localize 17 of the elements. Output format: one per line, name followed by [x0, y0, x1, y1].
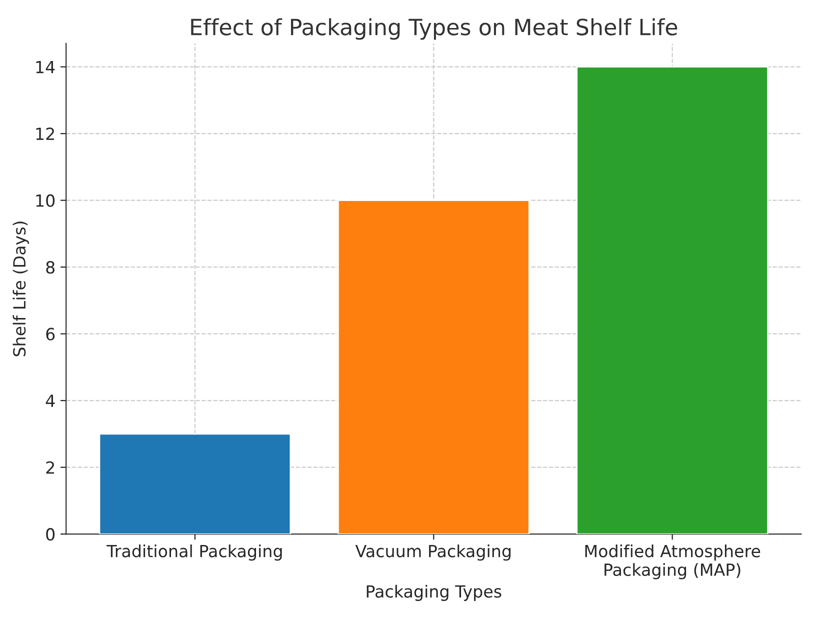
y-tick-label: 6 [46, 328, 55, 340]
y-tick-label: 2 [46, 461, 54, 474]
bar [337, 200, 530, 534]
x-tick-label: Modified Atmosphere Packaging (MAP) [585, 544, 760, 580]
y-axis-title: Shelf Life (Days) [12, 222, 29, 356]
x-axis-title: Packaging Types [366, 584, 502, 601]
y-tick-label: 4 [46, 394, 55, 407]
x-tick-label: Traditional Packaging [106, 544, 282, 561]
x-tick-label: Vacuum Packaging [355, 544, 511, 561]
y-tick-label: 12 [36, 128, 54, 140]
y-tick-label: 8 [46, 261, 55, 274]
bar [98, 433, 292, 534]
y-tick-label: 10 [36, 194, 55, 207]
chart-title: Effect of Packaging Types on Meat Shelf Life [191, 18, 678, 40]
y-tick-label: 14 [36, 61, 55, 74]
bar [576, 66, 768, 534]
y-tick-label: 0 [46, 528, 55, 541]
